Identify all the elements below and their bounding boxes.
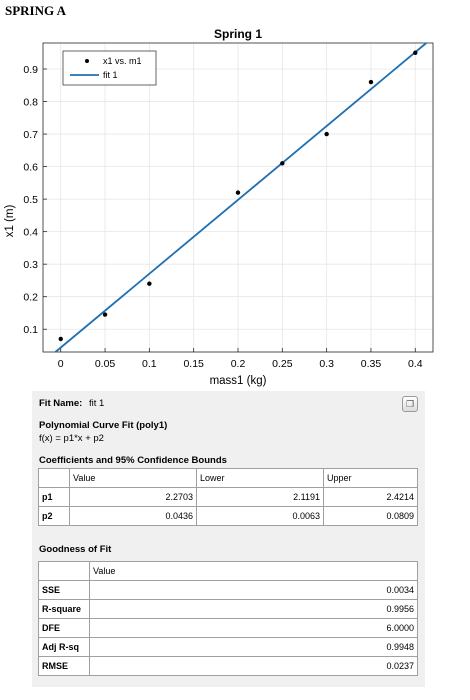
- table-row: p2 0.0436 0.0063 0.0809: [38, 506, 418, 526]
- y-tick-label: 0.7: [23, 129, 38, 141]
- gof-header-value: Value: [89, 561, 418, 581]
- x-tick-label: 0.1: [142, 358, 157, 370]
- legend-marker-icon: [85, 59, 89, 63]
- gof-value: 6.0000: [89, 618, 418, 638]
- coef-value: 2.2703: [69, 487, 197, 507]
- y-tick-label: 0.5: [23, 194, 38, 206]
- copy-icon: ❐: [405, 399, 415, 409]
- y-tick-label: 0.2: [23, 292, 38, 304]
- coef-lower: 2.1191: [196, 487, 324, 507]
- coef-header-blank: [38, 468, 70, 488]
- data-point: [280, 161, 285, 166]
- coef-upper: 2.4214: [323, 487, 418, 507]
- scatter-chart: 0 0.05 0.1 0.15 0.2 0.25 0.3 0.35 0.4 0.1 0.2 0.3 0.…: [4, 27, 434, 387]
- legend: x1 vs. m1 fit 1: [62, 50, 157, 86]
- x-tick-label: 0.35: [361, 358, 382, 370]
- legend-box: [62, 50, 157, 86]
- x-tick-label: 0.3: [319, 358, 334, 370]
- copy-button[interactable]: ❐: [402, 396, 418, 412]
- x-tick-label: 0.2: [231, 358, 246, 370]
- chart-title: Spring 1: [214, 27, 262, 41]
- x-tick-label: 0: [58, 358, 64, 370]
- fit-results-panel: Fit Name: fit 1 ❐ Polynomial Curve Fit (…: [32, 391, 425, 687]
- gof-name: Adj R-sq: [38, 637, 90, 657]
- y-tick-label: 0.1: [23, 324, 38, 336]
- data-point: [58, 336, 63, 342]
- data-point: [324, 131, 329, 137]
- model-title: Polynomial Curve Fit (poly1): [39, 420, 168, 431]
- coef-section-title: Coefficients and 95% Confidence Bounds: [39, 455, 227, 466]
- x-axis-label: mass1 (kg): [210, 375, 267, 387]
- y-tick-label: 0.6: [23, 162, 38, 174]
- x-tick-label: 0.25: [272, 358, 293, 370]
- legend-entry-points: x1 vs. m1: [103, 56, 142, 66]
- table-row: SSE 0.0034: [38, 580, 418, 600]
- fit-name-value: fit 1: [89, 398, 105, 409]
- tick-layer: 0 0.05 0.1 0.15 0.2 0.25 0.3 0.35 0.4 0.1 0.2 0.3 0.…: [23, 64, 422, 370]
- page-label: SPRING A: [5, 3, 67, 18]
- coef-header-lower: Lower: [196, 468, 324, 488]
- data-point: [368, 79, 374, 85]
- data-point: [413, 50, 418, 55]
- legend-entry-fit: fit 1: [103, 70, 118, 80]
- fit-line: [54, 42, 427, 353]
- gof-section-title: Goodness of Fit: [39, 544, 112, 555]
- gof-header-row: Value: [38, 561, 418, 581]
- x-tick-label: 0.05: [95, 358, 116, 370]
- gof-value: 0.9948: [89, 637, 418, 657]
- coef-header-upper: Upper: [323, 468, 418, 488]
- table-row: R-square 0.9956: [38, 599, 418, 619]
- fit-name-label: Fit Name:: [39, 398, 83, 409]
- coef-upper: 0.0809: [323, 506, 418, 526]
- data-point: [102, 312, 108, 317]
- x-tick-label: 0.4: [408, 358, 423, 370]
- coef-value: 0.0436: [69, 506, 197, 526]
- coefficients-table: Value Lower Upper p1 2.2703 2.1191 2.421…: [38, 468, 418, 526]
- gof-name: R-square: [38, 599, 90, 619]
- data-point: [235, 190, 241, 195]
- table-row: p1 2.2703 2.1191 2.4214: [38, 487, 418, 507]
- gof-value: 0.0237: [89, 656, 418, 676]
- point-layer: [58, 50, 418, 342]
- gof-value: 0.0034: [89, 580, 418, 600]
- gof-name: SSE: [38, 580, 90, 600]
- gof-name: DFE: [38, 618, 90, 638]
- y-tick-label: 0.8: [23, 97, 38, 109]
- coef-name: p1: [38, 487, 70, 507]
- gof-name: RMSE: [38, 656, 90, 676]
- data-point: [147, 281, 152, 286]
- coef-header-value: Value: [69, 468, 197, 488]
- coef-lower: 0.0063: [196, 506, 324, 526]
- gof-header-blank: [38, 561, 90, 581]
- y-tick-label: 0.4: [23, 227, 38, 239]
- fit-layer: [54, 42, 427, 353]
- model-equation: f(x) = p1*x + p2: [39, 433, 104, 444]
- y-axis-label: x1 (m): [4, 205, 16, 238]
- coef-name: p2: [38, 506, 70, 526]
- goodness-of-fit-table: Value SSE 0.0034 R-square 0.9956 DFE 6.0000…: [38, 561, 418, 676]
- x-tick-label: 0.15: [183, 358, 204, 370]
- table-row: Adj R-sq 0.9948: [38, 637, 418, 657]
- gof-value: 0.9956: [89, 599, 418, 619]
- table-row: RMSE 0.0237: [38, 656, 418, 676]
- coef-header-row: Value Lower Upper: [38, 468, 418, 488]
- table-row: DFE 6.0000: [38, 618, 418, 638]
- y-tick-label: 0.9: [23, 64, 38, 76]
- grid-layer: [43, 43, 433, 352]
- y-tick-label: 0.3: [23, 259, 38, 271]
